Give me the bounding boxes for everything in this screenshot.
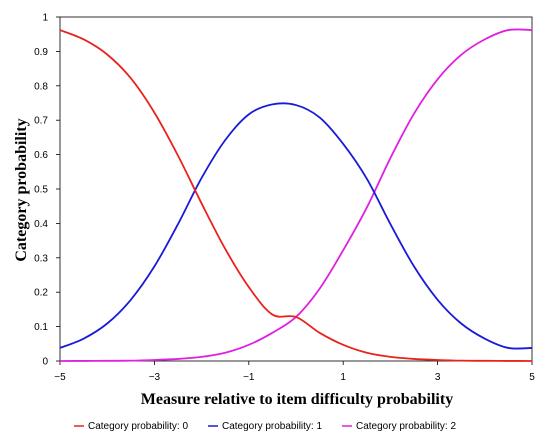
- x-tick-label: 5: [529, 372, 535, 383]
- x-tick-label: 1: [340, 372, 346, 383]
- y-tick-label: 0.7: [34, 116, 48, 127]
- legend: Category probability: 0 Category probabil…: [74, 421, 456, 432]
- x-tick-label: −5: [54, 372, 66, 383]
- y-axis: 0 0.1 0.2 0.3 0.4 0.5 0.6 0.7 0.8 0.9 1: [34, 13, 60, 368]
- x-axis-title: Measure relative to item difficulty prob…: [141, 391, 453, 408]
- series-layer: [59, 28, 533, 362]
- y-tick-label: 0: [42, 357, 48, 368]
- x-tick-label: −1: [243, 372, 255, 383]
- x-tick-label: −3: [149, 372, 161, 383]
- y-tick-label: 0.8: [34, 81, 48, 92]
- y-tick-label: 1: [42, 13, 48, 24]
- y-tick-label: 0.4: [34, 219, 48, 230]
- y-tick-label: 0.2: [34, 288, 48, 299]
- y-tick-label: 0.6: [34, 150, 48, 161]
- series-line-0: [59, 29, 533, 362]
- y-tick-label: 0.5: [34, 185, 48, 196]
- y-tick-label: 0.9: [34, 47, 48, 58]
- y-tick-label: 0.1: [34, 322, 48, 333]
- plot-border: [59, 16, 533, 362]
- x-tick-label: 3: [435, 372, 441, 383]
- legend-label-0: Category probability: 0: [88, 421, 188, 432]
- y-tick-label: 0.3: [34, 253, 48, 264]
- y-axis-title: Category probability: [13, 118, 30, 261]
- plot-area: [59, 16, 533, 362]
- series-line-1: [59, 102, 533, 350]
- x-axis: −5 −3 −1 1 3 5: [54, 361, 535, 383]
- legend-label-2: Category probability: 2: [356, 421, 456, 432]
- legend-label-1: Category probability: 1: [222, 421, 322, 432]
